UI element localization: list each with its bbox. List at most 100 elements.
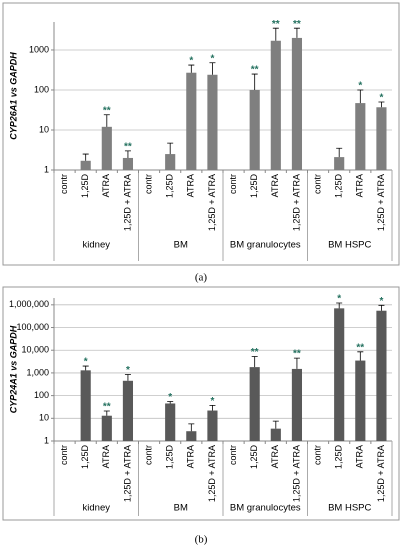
error-bar — [336, 302, 343, 309]
x-tick-label: ATRA — [186, 174, 196, 197]
error-bar — [209, 405, 216, 411]
bar — [249, 89, 260, 170]
y-tick-label: 10,000 — [21, 345, 49, 355]
bar — [291, 368, 303, 441]
x-tick-label: ATRA — [270, 445, 280, 468]
error-bar — [82, 365, 89, 371]
chart-frame — [2, 286, 400, 521]
group-label: kidney — [83, 503, 111, 514]
bar — [186, 72, 197, 170]
x-tick-label: ATRA — [270, 174, 280, 197]
x-tick-label: 1,25D + ATRA — [291, 174, 301, 231]
y-tick-label: 100,000 — [16, 322, 49, 332]
error-bar — [103, 410, 110, 416]
error-bar — [167, 142, 174, 155]
x-tick-label: 1,25D — [334, 174, 344, 199]
error-bar — [378, 304, 385, 311]
error-bar — [251, 73, 258, 90]
error-bar — [272, 27, 279, 41]
error-bar — [357, 89, 364, 104]
x-tick-label: contr — [312, 174, 322, 194]
significance-label: * — [210, 53, 214, 64]
x-tick-label: 1,25D — [249, 445, 259, 470]
x-tick-label: contr — [143, 174, 153, 194]
bar — [101, 126, 112, 170]
significance-label: * — [84, 357, 88, 368]
x-tick-label: ATRA — [355, 445, 365, 468]
significance-label: ** — [251, 65, 259, 76]
error-bar — [188, 423, 195, 432]
group-label: BM HSPC — [328, 503, 371, 514]
error-bar — [124, 150, 131, 158]
y-tick-label: 1,000 — [26, 367, 49, 377]
significance-label: ** — [272, 19, 280, 30]
group-label: BM HSPC — [328, 240, 371, 251]
bar — [165, 403, 176, 441]
x-tick-label: ATRA — [355, 174, 365, 197]
bar — [101, 415, 112, 441]
bar — [334, 157, 345, 170]
error-bar — [124, 374, 131, 381]
caption: (b) — [195, 534, 208, 546]
x-tick-label: 1,25D + ATRA — [122, 174, 132, 231]
y-axis-label: CYP24A1 vs GAPDH — [8, 325, 18, 413]
x-tick-label: 1,25D + ATRA — [291, 445, 301, 502]
significance-label: * — [379, 296, 383, 307]
error-bar — [293, 27, 300, 38]
x-tick-label: contr — [59, 445, 69, 465]
x-tick-label: contr — [228, 174, 238, 194]
group-label: kidney — [83, 240, 111, 251]
significance-label: ** — [103, 402, 111, 413]
bar — [355, 360, 366, 441]
bar — [207, 410, 218, 441]
significance-label: ** — [293, 19, 301, 30]
y-tick-label: 1000 — [29, 44, 49, 54]
group-label: BM — [174, 503, 188, 514]
significance-label: * — [168, 392, 172, 403]
x-tick-label: 1,25D — [80, 174, 90, 199]
x-tick-label: 1,25D + ATRA — [207, 174, 217, 231]
error-bar — [82, 153, 89, 161]
bar — [249, 367, 260, 441]
x-tick-label: ATRA — [101, 174, 111, 197]
bar — [270, 428, 281, 441]
significance-label: * — [379, 93, 383, 104]
bar — [207, 74, 218, 170]
bar — [376, 107, 387, 170]
y-tick-label: 10 — [39, 124, 49, 134]
bar — [270, 40, 281, 170]
chart-frame — [2, 2, 400, 266]
error-bar — [167, 401, 174, 404]
error-bar — [272, 420, 279, 429]
error-bar — [188, 64, 195, 73]
y-tick-label: 100 — [34, 84, 49, 94]
error-bar — [251, 356, 258, 368]
x-tick-label: 1,25D — [80, 445, 90, 470]
x-tick-label: 1,25D — [334, 445, 344, 470]
significance-label: ** — [251, 347, 259, 358]
x-tick-label: 1,25D + ATRA — [207, 445, 217, 502]
significance-label: ** — [293, 349, 301, 360]
bar — [186, 431, 197, 441]
significance-label: * — [337, 294, 341, 305]
group-label: BM — [174, 240, 188, 251]
y-tick-label: 1,000,000 — [9, 299, 49, 309]
x-tick-label: 1,25D — [165, 174, 175, 199]
bar — [355, 103, 366, 170]
significance-label: * — [126, 365, 130, 376]
x-tick-label: contr — [59, 174, 69, 194]
x-tick-label: contr — [228, 445, 238, 465]
significance-label: * — [358, 81, 362, 92]
x-tick-label: contr — [143, 445, 153, 465]
bar — [291, 37, 303, 171]
caption: (a) — [195, 272, 208, 284]
y-tick-label: 1 — [44, 435, 49, 445]
significance-label: ** — [356, 342, 364, 353]
x-tick-label: 1,25D — [165, 445, 175, 470]
group-label: BM granulocytes — [230, 503, 301, 514]
x-tick-label: 1,25D + ATRA — [122, 445, 132, 502]
x-tick-label: ATRA — [186, 445, 196, 468]
bar — [334, 308, 345, 441]
x-tick-label: ATRA — [101, 445, 111, 468]
